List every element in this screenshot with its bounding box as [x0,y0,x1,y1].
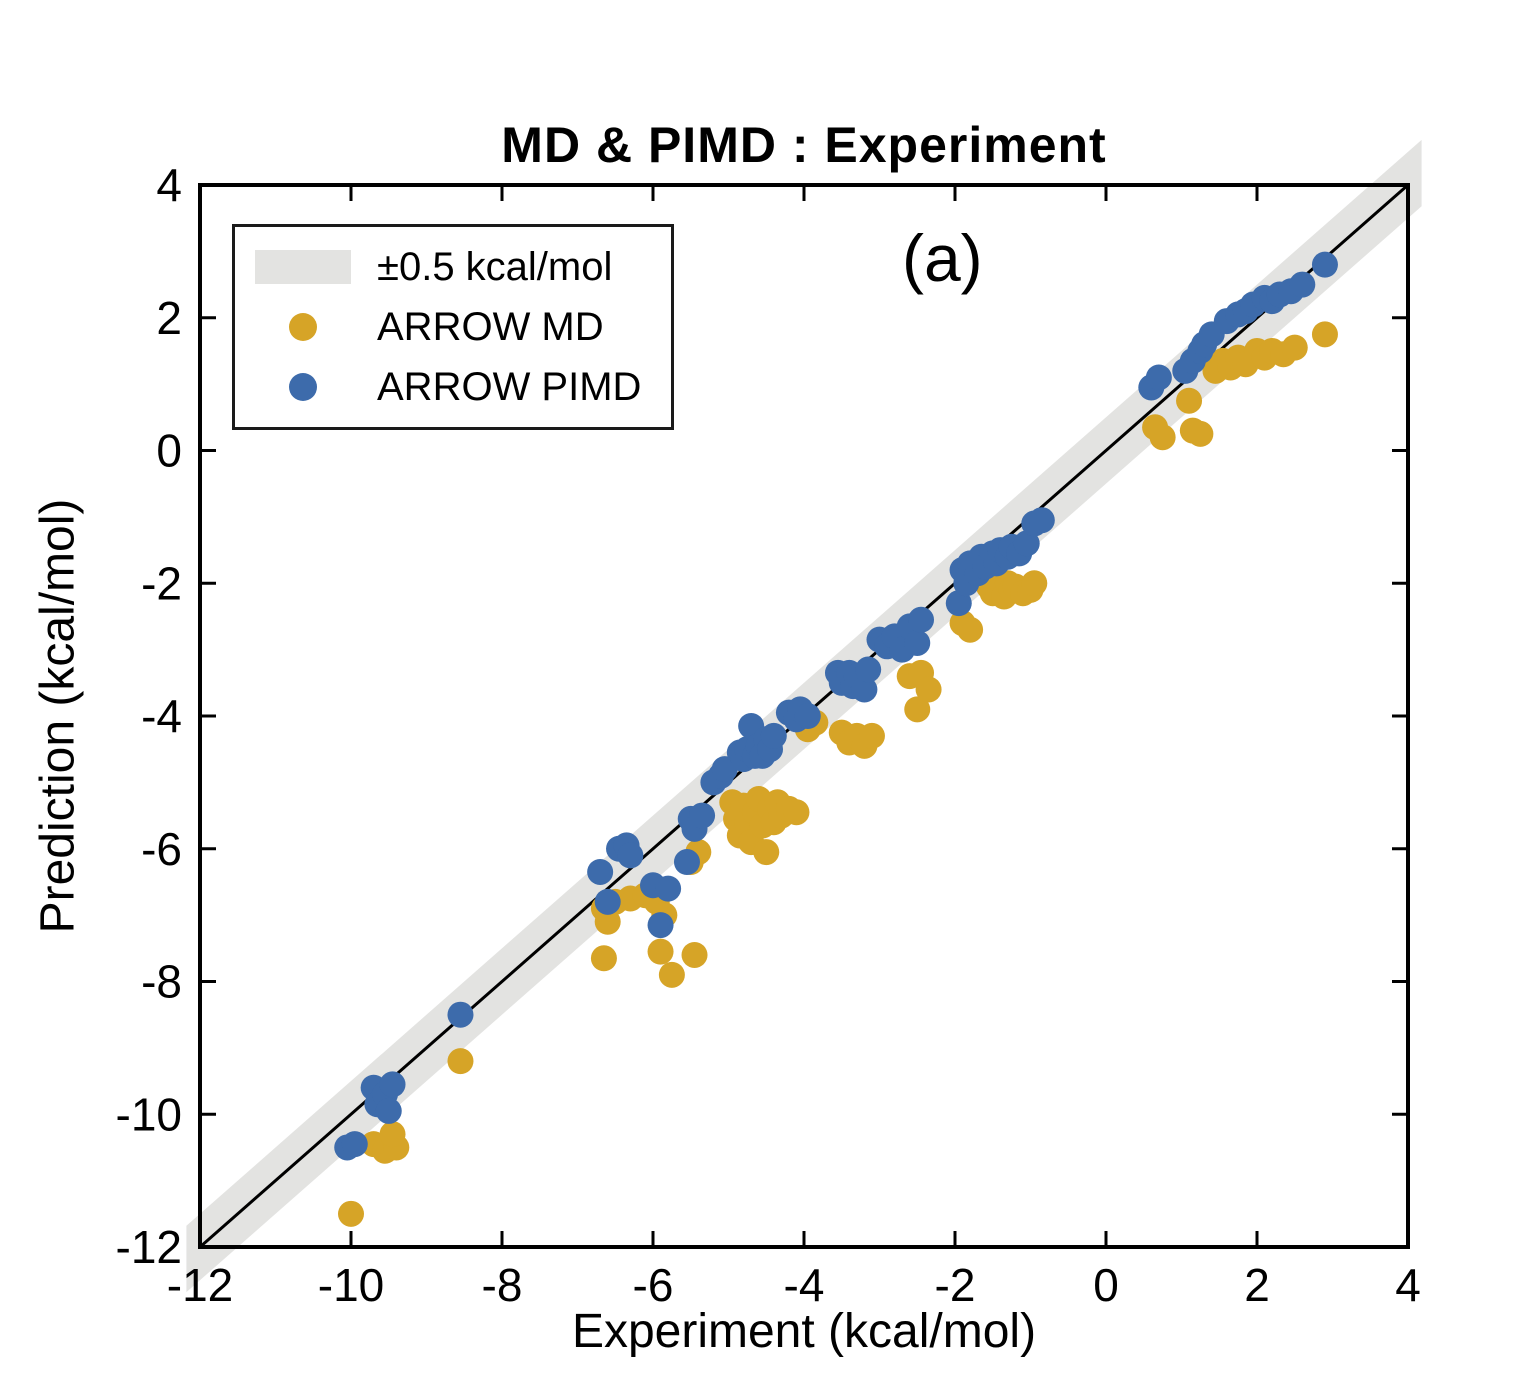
x-tick-label: 2 [1244,1259,1270,1311]
pimd-data-point [945,590,972,617]
md-data-point [1021,570,1048,597]
md-data-point [1311,321,1338,348]
pimd-data-point [673,849,700,876]
md-data-point [1281,334,1308,361]
md-data-point [447,1048,474,1075]
pimd-data-point [447,1001,474,1028]
md-data-point [753,839,780,866]
md-data-point [957,616,984,643]
y-tick-label: 4 [156,159,182,211]
x-tick-label: -4 [784,1259,825,1311]
md-data-point [1149,424,1176,451]
chart-title: MD & PIMD : Experiment [501,117,1107,173]
y-tick-label: -4 [141,690,182,742]
pimd-data-point [851,676,878,703]
x-axis-label: Experiment (kcal/mol) [571,1305,1037,1358]
y-axis-label: Prediction (kcal/mol) [31,498,85,934]
x-tick-label: -8 [482,1259,523,1311]
md-data-point [783,799,810,826]
legend-item-pimd: ARROW PIMD [253,359,641,415]
md-data-point [904,696,931,723]
pimd-data-point [647,912,674,939]
y-tick-label: -2 [141,557,182,609]
md-data-point [915,676,942,703]
md-marker-icon [289,313,317,341]
md-data-point [379,1121,406,1148]
pimd-data-point [1145,364,1172,391]
legend-label-band: ±0.5 kcal/mol [377,244,613,289]
pimd-data-point [855,656,882,683]
pimd-data-point [375,1097,402,1124]
md-data-point [658,961,685,988]
x-tick-label: 0 [1093,1259,1119,1311]
y-tick-label: 0 [156,425,182,477]
pimd-data-point [341,1131,368,1158]
pimd-data-point [1289,271,1316,298]
y-tick-label: -8 [141,956,182,1008]
legend: ±0.5 kcal/mol ARROW MD ARROW PIMD [232,224,675,430]
legend-item-band: ±0.5 kcal/mol [253,239,641,295]
legend-label-md: ARROW MD [377,304,604,349]
band-swatch-cell [253,250,353,284]
md-data-point [647,938,674,965]
md-data-point [338,1200,364,1227]
pimd-data-point [655,875,682,902]
y-tick-label: -10 [116,1088,182,1140]
md-data-point [858,722,885,749]
pimd-data-point [594,888,621,915]
x-tick-label: -6 [633,1259,674,1311]
md-data-point [1176,387,1203,414]
pimd-data-point [1311,251,1338,278]
pimd-data-point [587,858,614,885]
y-tick-label: -6 [141,823,182,875]
md-data-point [590,945,617,972]
y-tick-label: 2 [156,292,182,344]
md-marker-cell [253,313,353,341]
pimd-data-point [794,703,821,729]
pimd-marker-cell [253,373,353,401]
pimd-data-point [689,802,716,829]
x-tick-label: -2 [935,1259,976,1311]
x-tick-label: -12 [167,1259,233,1311]
legend-label-pimd: ARROW PIMD [377,364,642,409]
pimd-data-point [1013,530,1040,557]
md-data-point [681,941,708,968]
pimd-data-point [379,1071,406,1098]
pimd-data-point [617,842,644,869]
pimd-data-point [908,606,935,633]
pimd-data-point [760,722,787,749]
pimd-data-point [1028,507,1055,534]
md-data-point [594,908,621,935]
panel-label: (a) [902,221,983,295]
x-tick-label: -10 [318,1259,384,1311]
y-tick-label: -12 [116,1221,182,1273]
pimd-marker-icon [289,373,317,401]
x-tick-label: 4 [1395,1259,1421,1311]
tolerance-band-swatch [255,250,351,284]
legend-item-md: ARROW MD [253,299,641,355]
pimd-data-point [904,629,931,656]
md-data-point [1187,420,1214,447]
